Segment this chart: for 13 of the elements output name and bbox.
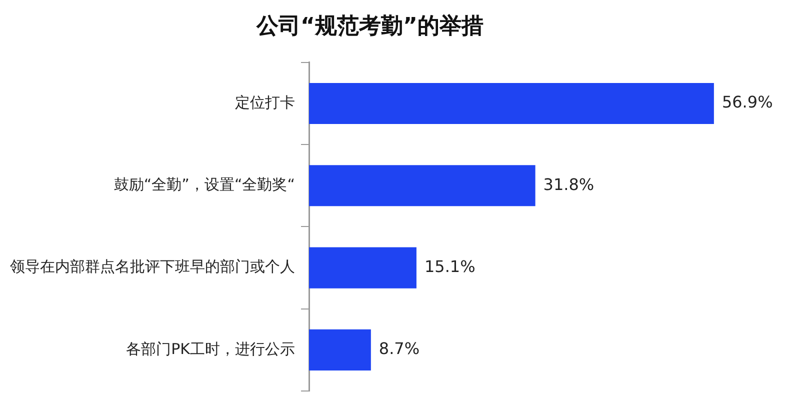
y-tick-label: 鼓励“全勤”，设置“全勤奖“ — [114, 176, 295, 194]
bar — [309, 247, 416, 288]
y-tick-label: 定位打卡 — [235, 93, 295, 112]
data-label: 8.7% — [378, 339, 420, 358]
data-label: 15.1% — [424, 256, 476, 276]
bar — [309, 82, 714, 124]
bar — [309, 165, 536, 206]
bar — [309, 329, 371, 370]
data-label: 56.9% — [722, 92, 773, 112]
y-tick-label: 各部门PK工时，进行公示 — [126, 340, 295, 358]
chart-title: 公司“规范考勤”的举措 — [256, 12, 484, 39]
y-tick-label: 领导在内部群点名批评下班早的部门或个人 — [10, 258, 295, 276]
data-label: 31.8% — [543, 174, 594, 194]
